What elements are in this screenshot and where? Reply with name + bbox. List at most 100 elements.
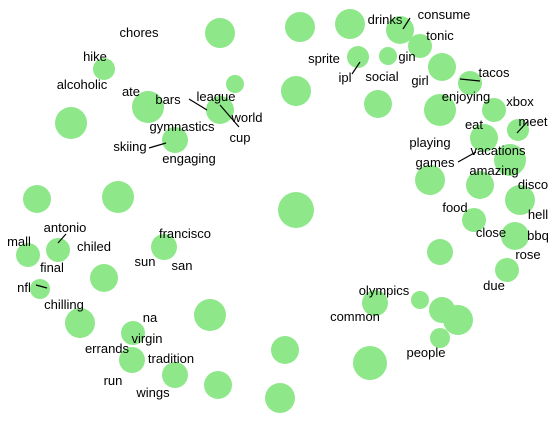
word-label: hike <box>83 49 107 64</box>
word-node <box>271 336 299 364</box>
word-label: food <box>442 200 467 215</box>
word-node <box>46 238 70 262</box>
word-node <box>364 90 392 118</box>
word-label: tacos <box>478 65 510 80</box>
word-node <box>428 53 456 81</box>
word-label: mall <box>7 234 31 249</box>
word-node <box>206 96 234 124</box>
word-label: enjoying <box>442 89 490 104</box>
word-node <box>93 58 115 80</box>
word-node <box>501 222 529 250</box>
leader-line-layer <box>35 17 529 289</box>
word-node <box>466 171 494 199</box>
word-label: alcoholic <box>57 77 108 92</box>
node-layer <box>16 9 535 413</box>
word-node <box>30 279 50 299</box>
word-label: eat <box>465 117 483 132</box>
word-label: gin <box>398 49 415 64</box>
word-label: close <box>476 225 506 240</box>
word-node <box>482 98 506 122</box>
word-node <box>458 71 482 95</box>
word-label: run <box>104 373 123 388</box>
word-node <box>494 144 526 176</box>
leader-line <box>402 17 411 30</box>
word-node <box>335 9 365 39</box>
word-label: skiing <box>113 139 146 154</box>
word-label: olympics <box>359 283 410 298</box>
word-node <box>495 258 519 282</box>
word-label: girl <box>411 73 428 88</box>
leader-line <box>457 151 477 163</box>
leader-line <box>351 61 361 75</box>
word-node <box>347 46 369 68</box>
word-label: gymnastics <box>149 119 215 134</box>
word-label: sun <box>135 254 156 269</box>
word-label: world <box>230 110 262 125</box>
word-label: san <box>172 258 193 273</box>
word-label: wings <box>135 385 170 400</box>
word-label: rose <box>515 247 540 262</box>
word-node <box>424 94 456 126</box>
word-label: antonio <box>44 220 87 235</box>
word-label: meet <box>519 114 548 129</box>
word-label: francisco <box>159 226 211 241</box>
word-node <box>119 347 145 373</box>
word-label: ipl <box>338 70 351 85</box>
word-label: bbq <box>527 228 549 243</box>
word-label: people <box>406 345 445 360</box>
leader-line <box>516 120 529 134</box>
word-node <box>204 371 232 399</box>
word-node <box>285 12 315 42</box>
word-label: errands <box>85 341 130 356</box>
word-label: amazing <box>469 163 518 178</box>
word-node <box>162 127 188 153</box>
word-label: vacations <box>471 143 526 158</box>
word-label: nfl <box>17 280 31 295</box>
word-label: tradition <box>148 351 194 366</box>
word-node <box>90 264 118 292</box>
word-node <box>470 124 498 152</box>
word-node <box>162 362 188 388</box>
leader-line <box>35 284 48 289</box>
word-label: cup <box>230 130 251 145</box>
word-label: drinks <box>368 12 403 27</box>
word-node <box>151 234 177 260</box>
word-node <box>102 181 134 213</box>
word-node <box>427 239 453 265</box>
word-label: tonic <box>426 28 454 43</box>
word-node <box>353 346 387 380</box>
word-node <box>505 185 535 215</box>
word-label: chilling <box>44 297 84 312</box>
word-label: chiled <box>77 239 111 254</box>
leader-line <box>148 142 167 149</box>
word-node <box>16 243 40 267</box>
word-label: na <box>143 310 158 325</box>
word-node <box>23 185 51 213</box>
word-label: xbox <box>506 94 534 109</box>
word-label: social <box>365 69 398 84</box>
word-label: consume <box>418 7 471 22</box>
word-node <box>411 291 429 309</box>
word-node <box>132 91 164 123</box>
word-label: sprite <box>308 51 340 66</box>
word-label: ate <box>122 84 140 99</box>
word-label: disco <box>518 177 548 192</box>
word-label: chores <box>119 25 159 40</box>
word-node <box>281 76 311 106</box>
word-label: final <box>40 260 64 275</box>
word-label: league <box>196 89 235 104</box>
word-node <box>362 290 388 316</box>
word-node <box>65 308 95 338</box>
leader-line <box>219 104 240 128</box>
word-node <box>430 328 450 348</box>
word-node <box>278 192 314 228</box>
word-node <box>379 47 397 65</box>
leader-line <box>188 98 208 111</box>
word-label: engaging <box>162 151 216 166</box>
word-label: hell <box>528 207 548 222</box>
word-node <box>121 321 145 345</box>
word-label: bars <box>155 92 181 107</box>
